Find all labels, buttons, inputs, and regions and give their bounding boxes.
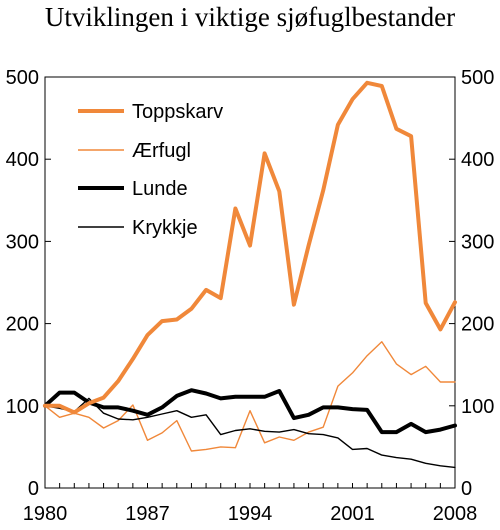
legend-label-toppskarv: Toppskarv bbox=[132, 101, 223, 123]
y-tick-label-right: 500 bbox=[461, 67, 494, 89]
series-line-toppskarv bbox=[43, 80, 457, 415]
y-tick-label-right: 400 bbox=[461, 149, 494, 171]
y-tick-label-left: 300 bbox=[6, 231, 39, 253]
series-line-ærfugl bbox=[44, 341, 456, 452]
legend-label-lunde: Lunde bbox=[132, 178, 188, 200]
series-line-lunde bbox=[43, 388, 457, 435]
legend-label-krykkje: Krykkje bbox=[132, 217, 198, 239]
x-tick-label: 1980 bbox=[23, 503, 68, 525]
y-tick-label-right: 100 bbox=[461, 396, 494, 418]
y-tick-label-left: 400 bbox=[6, 149, 39, 171]
y-tick-label-left: 200 bbox=[6, 314, 39, 336]
y-tick-label-right: 0 bbox=[461, 478, 472, 500]
y-tick-label-left: 0 bbox=[28, 478, 39, 500]
y-tick-label-right: 300 bbox=[461, 231, 494, 253]
series-line-krykkje bbox=[44, 397, 456, 469]
x-tick-label: 2001 bbox=[330, 503, 375, 525]
x-tick-label: 1994 bbox=[228, 503, 273, 525]
y-tick-label-right: 200 bbox=[461, 314, 494, 336]
chart-title: Utviklingen i viktige sjøfuglbestander bbox=[44, 2, 456, 32]
x-tick-label: 1987 bbox=[125, 503, 170, 525]
y-tick-label-left: 500 bbox=[6, 67, 39, 89]
x-tick-label: 2008 bbox=[433, 503, 478, 525]
y-tick-label-left: 100 bbox=[6, 396, 39, 418]
legend-label-ærfugl: Ærfugl bbox=[132, 140, 191, 162]
